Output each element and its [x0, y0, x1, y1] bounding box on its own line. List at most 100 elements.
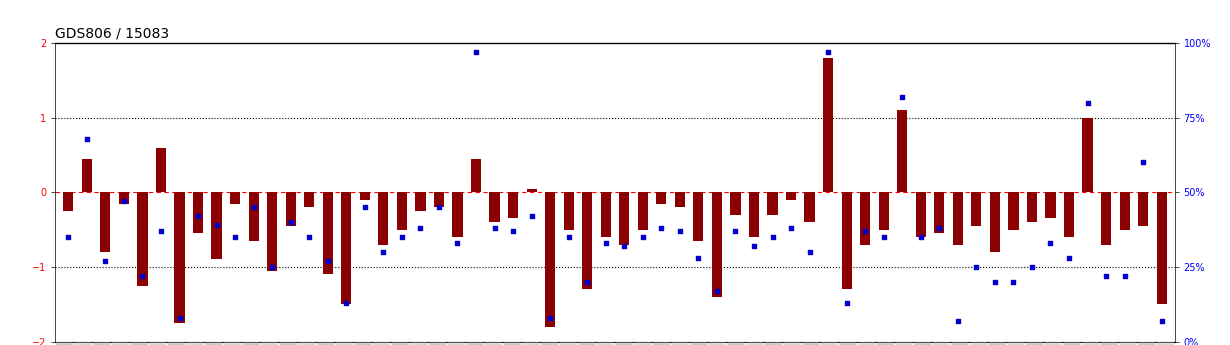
Point	[967, 264, 986, 270]
FancyBboxPatch shape	[859, 343, 876, 345]
FancyBboxPatch shape	[1101, 343, 1118, 345]
Bar	[675, 192, 685, 207]
Point	[911, 234, 931, 240]
Point	[1151, 318, 1171, 323]
Bar	[63, 192, 74, 211]
FancyBboxPatch shape	[1044, 343, 1063, 345]
FancyBboxPatch shape	[635, 343, 652, 345]
FancyBboxPatch shape	[839, 343, 857, 345]
Point	[577, 279, 597, 285]
Point	[836, 300, 856, 306]
Point	[595, 240, 615, 246]
Point	[1077, 100, 1097, 106]
Bar	[359, 192, 370, 200]
FancyBboxPatch shape	[747, 343, 764, 345]
Point	[744, 243, 764, 249]
Bar	[1064, 192, 1074, 237]
Point	[670, 228, 690, 234]
Point	[1059, 255, 1079, 261]
Bar	[1009, 192, 1018, 230]
FancyBboxPatch shape	[261, 343, 279, 345]
FancyBboxPatch shape	[727, 343, 745, 345]
FancyBboxPatch shape	[205, 343, 223, 345]
Bar	[545, 192, 555, 327]
FancyBboxPatch shape	[1156, 343, 1175, 345]
FancyBboxPatch shape	[466, 343, 483, 345]
Point	[893, 94, 913, 100]
Point	[485, 225, 504, 231]
FancyBboxPatch shape	[615, 343, 633, 345]
FancyBboxPatch shape	[112, 343, 129, 345]
FancyBboxPatch shape	[299, 343, 316, 345]
FancyBboxPatch shape	[653, 343, 670, 345]
Point	[781, 225, 801, 231]
Point	[948, 318, 968, 323]
Bar	[434, 192, 444, 207]
Point	[392, 234, 412, 240]
Bar	[823, 58, 833, 192]
FancyBboxPatch shape	[1082, 343, 1100, 345]
Bar	[731, 192, 740, 215]
Point	[96, 258, 116, 264]
Bar	[285, 192, 295, 226]
Point	[411, 225, 430, 231]
Bar	[990, 192, 1000, 252]
Bar	[471, 159, 481, 192]
Point	[522, 214, 541, 219]
FancyBboxPatch shape	[690, 343, 707, 345]
Bar	[637, 192, 648, 230]
FancyBboxPatch shape	[877, 343, 894, 345]
Point	[188, 214, 208, 219]
Point	[317, 258, 337, 264]
Point	[244, 205, 263, 210]
Bar	[860, 192, 871, 245]
Point	[207, 223, 226, 228]
Point	[689, 255, 708, 261]
FancyBboxPatch shape	[932, 343, 951, 345]
Bar	[453, 192, 462, 237]
Bar	[490, 192, 499, 222]
Bar	[230, 192, 240, 204]
Point	[1133, 160, 1153, 165]
Bar	[138, 192, 148, 286]
Point	[1022, 264, 1042, 270]
FancyBboxPatch shape	[541, 343, 558, 345]
Point	[652, 225, 672, 231]
Point	[170, 315, 189, 321]
Bar	[304, 192, 315, 207]
FancyBboxPatch shape	[560, 343, 577, 345]
FancyBboxPatch shape	[523, 343, 540, 345]
Bar	[119, 192, 129, 204]
FancyBboxPatch shape	[951, 343, 969, 345]
Bar	[657, 192, 667, 204]
FancyBboxPatch shape	[970, 343, 988, 345]
FancyBboxPatch shape	[354, 343, 371, 345]
Point	[726, 228, 745, 234]
FancyBboxPatch shape	[242, 343, 260, 345]
FancyBboxPatch shape	[411, 343, 428, 345]
Bar	[804, 192, 814, 222]
FancyBboxPatch shape	[317, 343, 335, 345]
Bar	[212, 192, 221, 259]
Bar	[322, 192, 333, 274]
Bar	[619, 192, 630, 245]
Bar	[248, 192, 258, 241]
Point	[374, 249, 394, 255]
Bar	[786, 192, 796, 200]
Bar	[341, 192, 352, 304]
Point	[77, 136, 97, 141]
Point	[707, 288, 727, 294]
Bar	[526, 189, 536, 192]
Point	[448, 240, 467, 246]
FancyBboxPatch shape	[93, 343, 111, 345]
Point	[1004, 279, 1023, 285]
Bar	[379, 192, 389, 245]
Point	[262, 264, 282, 270]
Point	[930, 225, 950, 231]
Point	[429, 205, 449, 210]
Bar	[935, 192, 945, 233]
FancyBboxPatch shape	[820, 343, 839, 345]
FancyBboxPatch shape	[784, 343, 801, 345]
Point	[337, 300, 357, 306]
Bar	[1156, 192, 1167, 304]
